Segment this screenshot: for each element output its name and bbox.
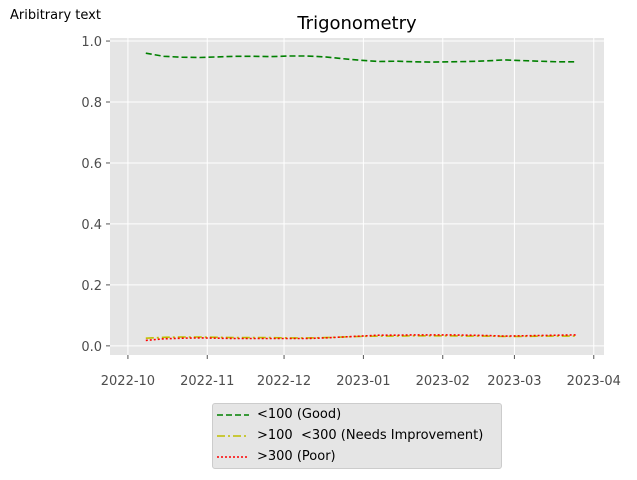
- legend-item-poor: >300 (Poor): [213, 447, 501, 467]
- legend-label-poor: >300 (Poor): [257, 449, 336, 464]
- series-lines: [145, 52, 576, 342]
- y-tick-label: 0.2: [81, 279, 102, 294]
- x-tick-label: 2022-12: [257, 374, 311, 389]
- series-line-1: [145, 335, 576, 339]
- grid-lines: [110, 38, 604, 355]
- chart-title: Trigonometry: [296, 13, 417, 34]
- legend-label-needs-improvement: >100 <300 (Needs Improvement): [257, 428, 484, 443]
- y-tick-label: 0.4: [81, 218, 102, 233]
- x-tick-label: 2023-04: [567, 374, 621, 389]
- y-tick-label: 0.8: [81, 96, 102, 111]
- y-tick-label: 1.0: [81, 35, 102, 50]
- y-tick-label: 0.0: [81, 340, 102, 355]
- y-axis-ticks: 0.0 0.2 0.4 0.6 0.8 1.0: [81, 35, 110, 355]
- legend-item-good: <100 (Good): [213, 405, 501, 425]
- x-tick-label: 2022-10: [101, 374, 155, 389]
- legend: <100 (Good) >100 <300 (Needs Improvement…: [212, 403, 502, 469]
- x-tick-label: 2023-01: [336, 374, 390, 389]
- x-tick-label: 2023-02: [416, 374, 470, 389]
- x-tick-label: 2022-11: [180, 374, 234, 389]
- legend-item-needs-improvement: >100 <300 (Needs Improvement): [213, 426, 501, 446]
- plot-background: [110, 38, 604, 355]
- series-line-0: [145, 52, 576, 63]
- x-tick-label: 2023-03: [487, 374, 541, 389]
- x-axis-ticks: 2022-10 2022-11 2022-12 2023-01 2023-02 2023-…: [101, 355, 621, 389]
- y-tick-label: 0.6: [81, 157, 102, 172]
- legend-label-good: <100 (Good): [257, 407, 342, 422]
- corner-note: Aribitrary text: [10, 8, 101, 23]
